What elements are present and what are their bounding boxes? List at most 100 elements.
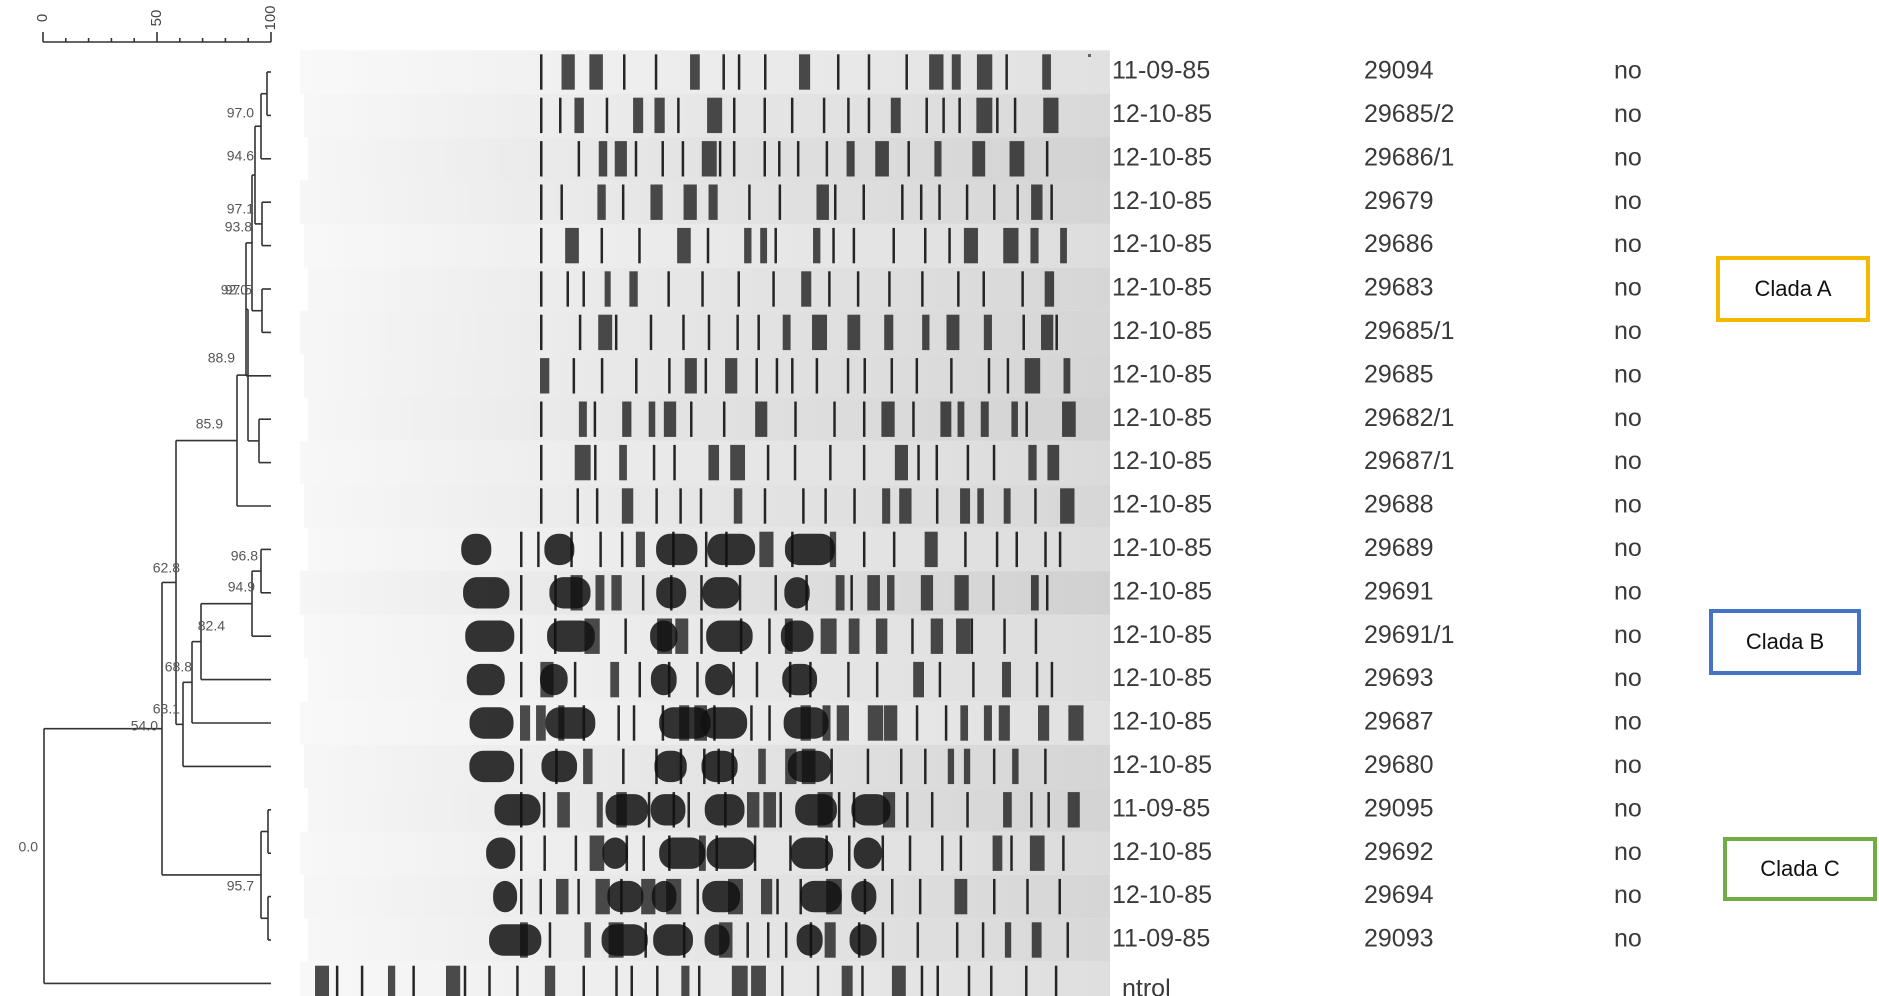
gel-band bbox=[802, 749, 816, 784]
gel-band bbox=[638, 228, 641, 263]
gel-band bbox=[1025, 966, 1028, 996]
gel-band bbox=[1016, 532, 1019, 567]
gel-band bbox=[834, 185, 837, 220]
isolate-id: 29682/1 bbox=[1364, 404, 1454, 432]
gel-band bbox=[540, 662, 553, 697]
gel-band bbox=[1003, 792, 1012, 827]
gel-band bbox=[684, 185, 697, 220]
gel-band bbox=[540, 185, 543, 220]
status: no bbox=[1614, 794, 1642, 822]
gel-band bbox=[887, 575, 894, 610]
gel-band bbox=[954, 879, 967, 914]
gel-band bbox=[388, 966, 395, 996]
gel-band bbox=[966, 185, 969, 220]
gel-band bbox=[1025, 358, 1040, 393]
gel-band bbox=[537, 532, 540, 567]
gel-blob bbox=[656, 534, 697, 565]
gel-band bbox=[952, 54, 961, 89]
date: 12-10-85 bbox=[1112, 404, 1212, 432]
gel-band bbox=[791, 98, 794, 133]
gel-band bbox=[1030, 836, 1045, 871]
gel-band bbox=[938, 185, 941, 220]
gel-blob bbox=[651, 664, 677, 695]
gel-band bbox=[964, 532, 967, 567]
gel-band bbox=[972, 141, 985, 176]
gel-band bbox=[954, 575, 968, 610]
gel-band bbox=[892, 228, 895, 263]
gel-band bbox=[1064, 358, 1071, 393]
gel-band bbox=[653, 445, 656, 480]
gel-band bbox=[794, 402, 797, 437]
date: 12-10-85 bbox=[1112, 881, 1212, 909]
node-label: 94.9 bbox=[228, 579, 255, 595]
gel-band bbox=[540, 228, 543, 263]
gel-band bbox=[847, 98, 850, 133]
gel-band bbox=[882, 922, 885, 957]
gel-band bbox=[791, 532, 794, 567]
gel-band bbox=[700, 619, 703, 654]
gel-band bbox=[858, 922, 861, 957]
gel-band bbox=[672, 532, 675, 567]
gel-band bbox=[605, 271, 611, 306]
gel-band bbox=[636, 532, 645, 567]
gel-band bbox=[1055, 315, 1058, 350]
gel-band bbox=[1032, 922, 1042, 957]
gel-band bbox=[801, 271, 811, 306]
gel-band bbox=[536, 705, 546, 740]
control-label: ntrol bbox=[1122, 975, 1171, 996]
gel-band bbox=[837, 705, 849, 740]
gel-band bbox=[571, 575, 583, 610]
gel-band bbox=[768, 705, 771, 740]
gel-band bbox=[960, 488, 970, 523]
gel-band bbox=[702, 141, 717, 176]
gel-lane bbox=[304, 484, 1110, 527]
gel-band bbox=[520, 662, 523, 697]
node-label: 0.0 bbox=[19, 839, 39, 855]
node-label: 96.8 bbox=[231, 548, 258, 564]
clade-label: Clada C bbox=[1760, 856, 1840, 881]
gel-band bbox=[799, 54, 810, 89]
gel-band bbox=[829, 445, 832, 480]
gel-band bbox=[1060, 228, 1067, 263]
gel-band bbox=[761, 879, 772, 914]
gel-band bbox=[732, 662, 735, 697]
gel-band bbox=[615, 315, 618, 350]
gel-band bbox=[594, 402, 597, 437]
gel-band bbox=[785, 619, 793, 654]
gel-band bbox=[884, 315, 893, 350]
gel-band bbox=[779, 792, 782, 827]
gel-band bbox=[1046, 141, 1049, 176]
gel-band bbox=[622, 488, 633, 523]
gel-band bbox=[641, 879, 655, 914]
gel-band bbox=[968, 966, 971, 996]
gel-lane bbox=[300, 441, 1110, 484]
gel-band bbox=[539, 879, 542, 914]
gel-band bbox=[690, 402, 693, 437]
gel-band bbox=[837, 54, 840, 89]
date: 12-10-85 bbox=[1112, 274, 1212, 302]
gel-band bbox=[584, 619, 599, 654]
gel-band bbox=[958, 402, 965, 437]
gel-band bbox=[764, 54, 767, 89]
gel-band bbox=[1012, 749, 1018, 784]
gel-band bbox=[964, 228, 978, 263]
node-label: 95.7 bbox=[227, 878, 254, 894]
gel-band bbox=[687, 792, 690, 827]
node-label: 68.8 bbox=[165, 659, 192, 675]
gel-band bbox=[558, 705, 564, 740]
isolate-id: 29685/2 bbox=[1364, 100, 1454, 128]
gel-band bbox=[554, 575, 557, 610]
date: 12-10-85 bbox=[1112, 317, 1212, 345]
gel-band bbox=[802, 488, 805, 523]
gel-band bbox=[919, 879, 922, 914]
gel-band bbox=[1034, 488, 1037, 523]
gel-band bbox=[783, 315, 791, 350]
gel-band bbox=[875, 141, 889, 176]
gel-band bbox=[677, 98, 680, 133]
gel-band bbox=[1062, 836, 1065, 871]
gel-band bbox=[680, 749, 683, 784]
gel-lane bbox=[308, 267, 1110, 310]
gel-band bbox=[601, 228, 604, 263]
gel-band bbox=[939, 662, 942, 697]
gel-band bbox=[1021, 271, 1024, 306]
